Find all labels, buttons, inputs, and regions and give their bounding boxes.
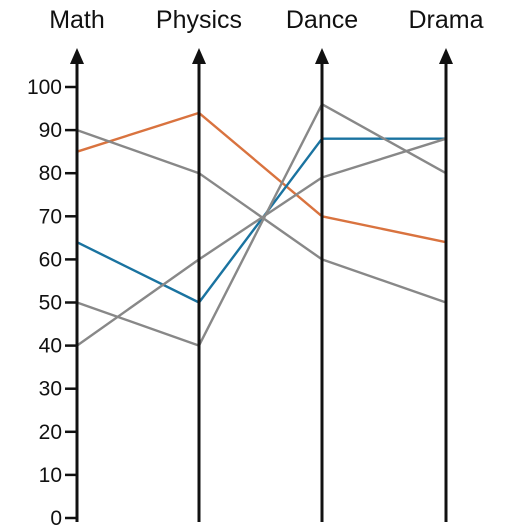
y-tick-label: 50 (39, 292, 62, 315)
y-tick-label: 90 (39, 119, 62, 142)
y-tick-label: 60 (39, 248, 62, 271)
y-tick-label: 10 (39, 464, 62, 487)
axis-arrow-drama (439, 48, 453, 64)
y-tick-label: 0 (50, 507, 62, 530)
y-tick-label: 40 (39, 335, 62, 358)
axes (70, 48, 453, 522)
series-line-4 (75, 102, 448, 347)
axis-title-drama: Drama (408, 6, 483, 34)
series-line-3 (75, 128, 448, 304)
y-tick-label: 30 (39, 378, 62, 401)
axis-title-physics: Physics (156, 6, 242, 34)
axis-arrow-math (70, 48, 84, 64)
y-ticks: 0 10 20 30 40 50 60 70 80 90 100 (27, 76, 77, 530)
axis-titles: Math Physics Dance Drama (49, 6, 483, 34)
series-lines (75, 102, 448, 347)
axis-arrow-physics (192, 48, 206, 64)
y-tick-label: 70 (39, 205, 62, 228)
series-line-5 (75, 137, 448, 347)
axis-title-dance: Dance (286, 6, 358, 34)
y-tick-label: 80 (39, 162, 62, 185)
y-tick-label: 20 (39, 421, 62, 444)
axis-arrow-dance (315, 48, 329, 64)
series-line-1 (75, 111, 448, 244)
y-tick-label: 100 (27, 76, 62, 99)
axis-title-math: Math (49, 6, 105, 34)
